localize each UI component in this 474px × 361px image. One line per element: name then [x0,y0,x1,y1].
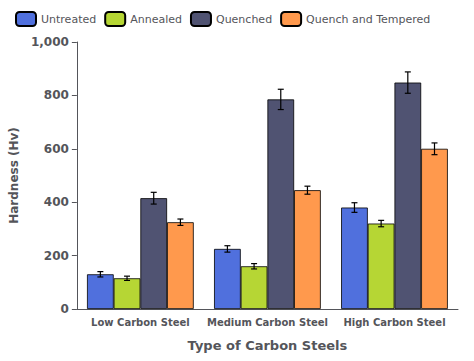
svg-text:400: 400 [44,195,69,209]
svg-text:Low Carbon Steel: Low Carbon Steel [91,317,190,328]
svg-text:200: 200 [44,249,69,263]
svg-text:Untreated: Untreated [41,13,96,26]
svg-text:High Carbon Steel: High Carbon Steel [343,317,445,328]
svg-text:Type of Carbon Steels: Type of Carbon Steels [188,338,348,353]
svg-text:800: 800 [44,88,69,102]
svg-text:0: 0 [60,302,68,316]
svg-text:Quenched: Quenched [216,13,272,26]
svg-text:Quench and Tempered: Quench and Tempered [306,13,430,26]
svg-text:Medium Carbon Steel: Medium Carbon Steel [207,317,328,328]
svg-text:Hardness (Hv): Hardness (Hv) [7,127,21,224]
svg-text:1,000: 1,000 [31,35,69,49]
svg-text:Annealed: Annealed [130,13,182,26]
svg-text:600: 600 [44,142,69,156]
